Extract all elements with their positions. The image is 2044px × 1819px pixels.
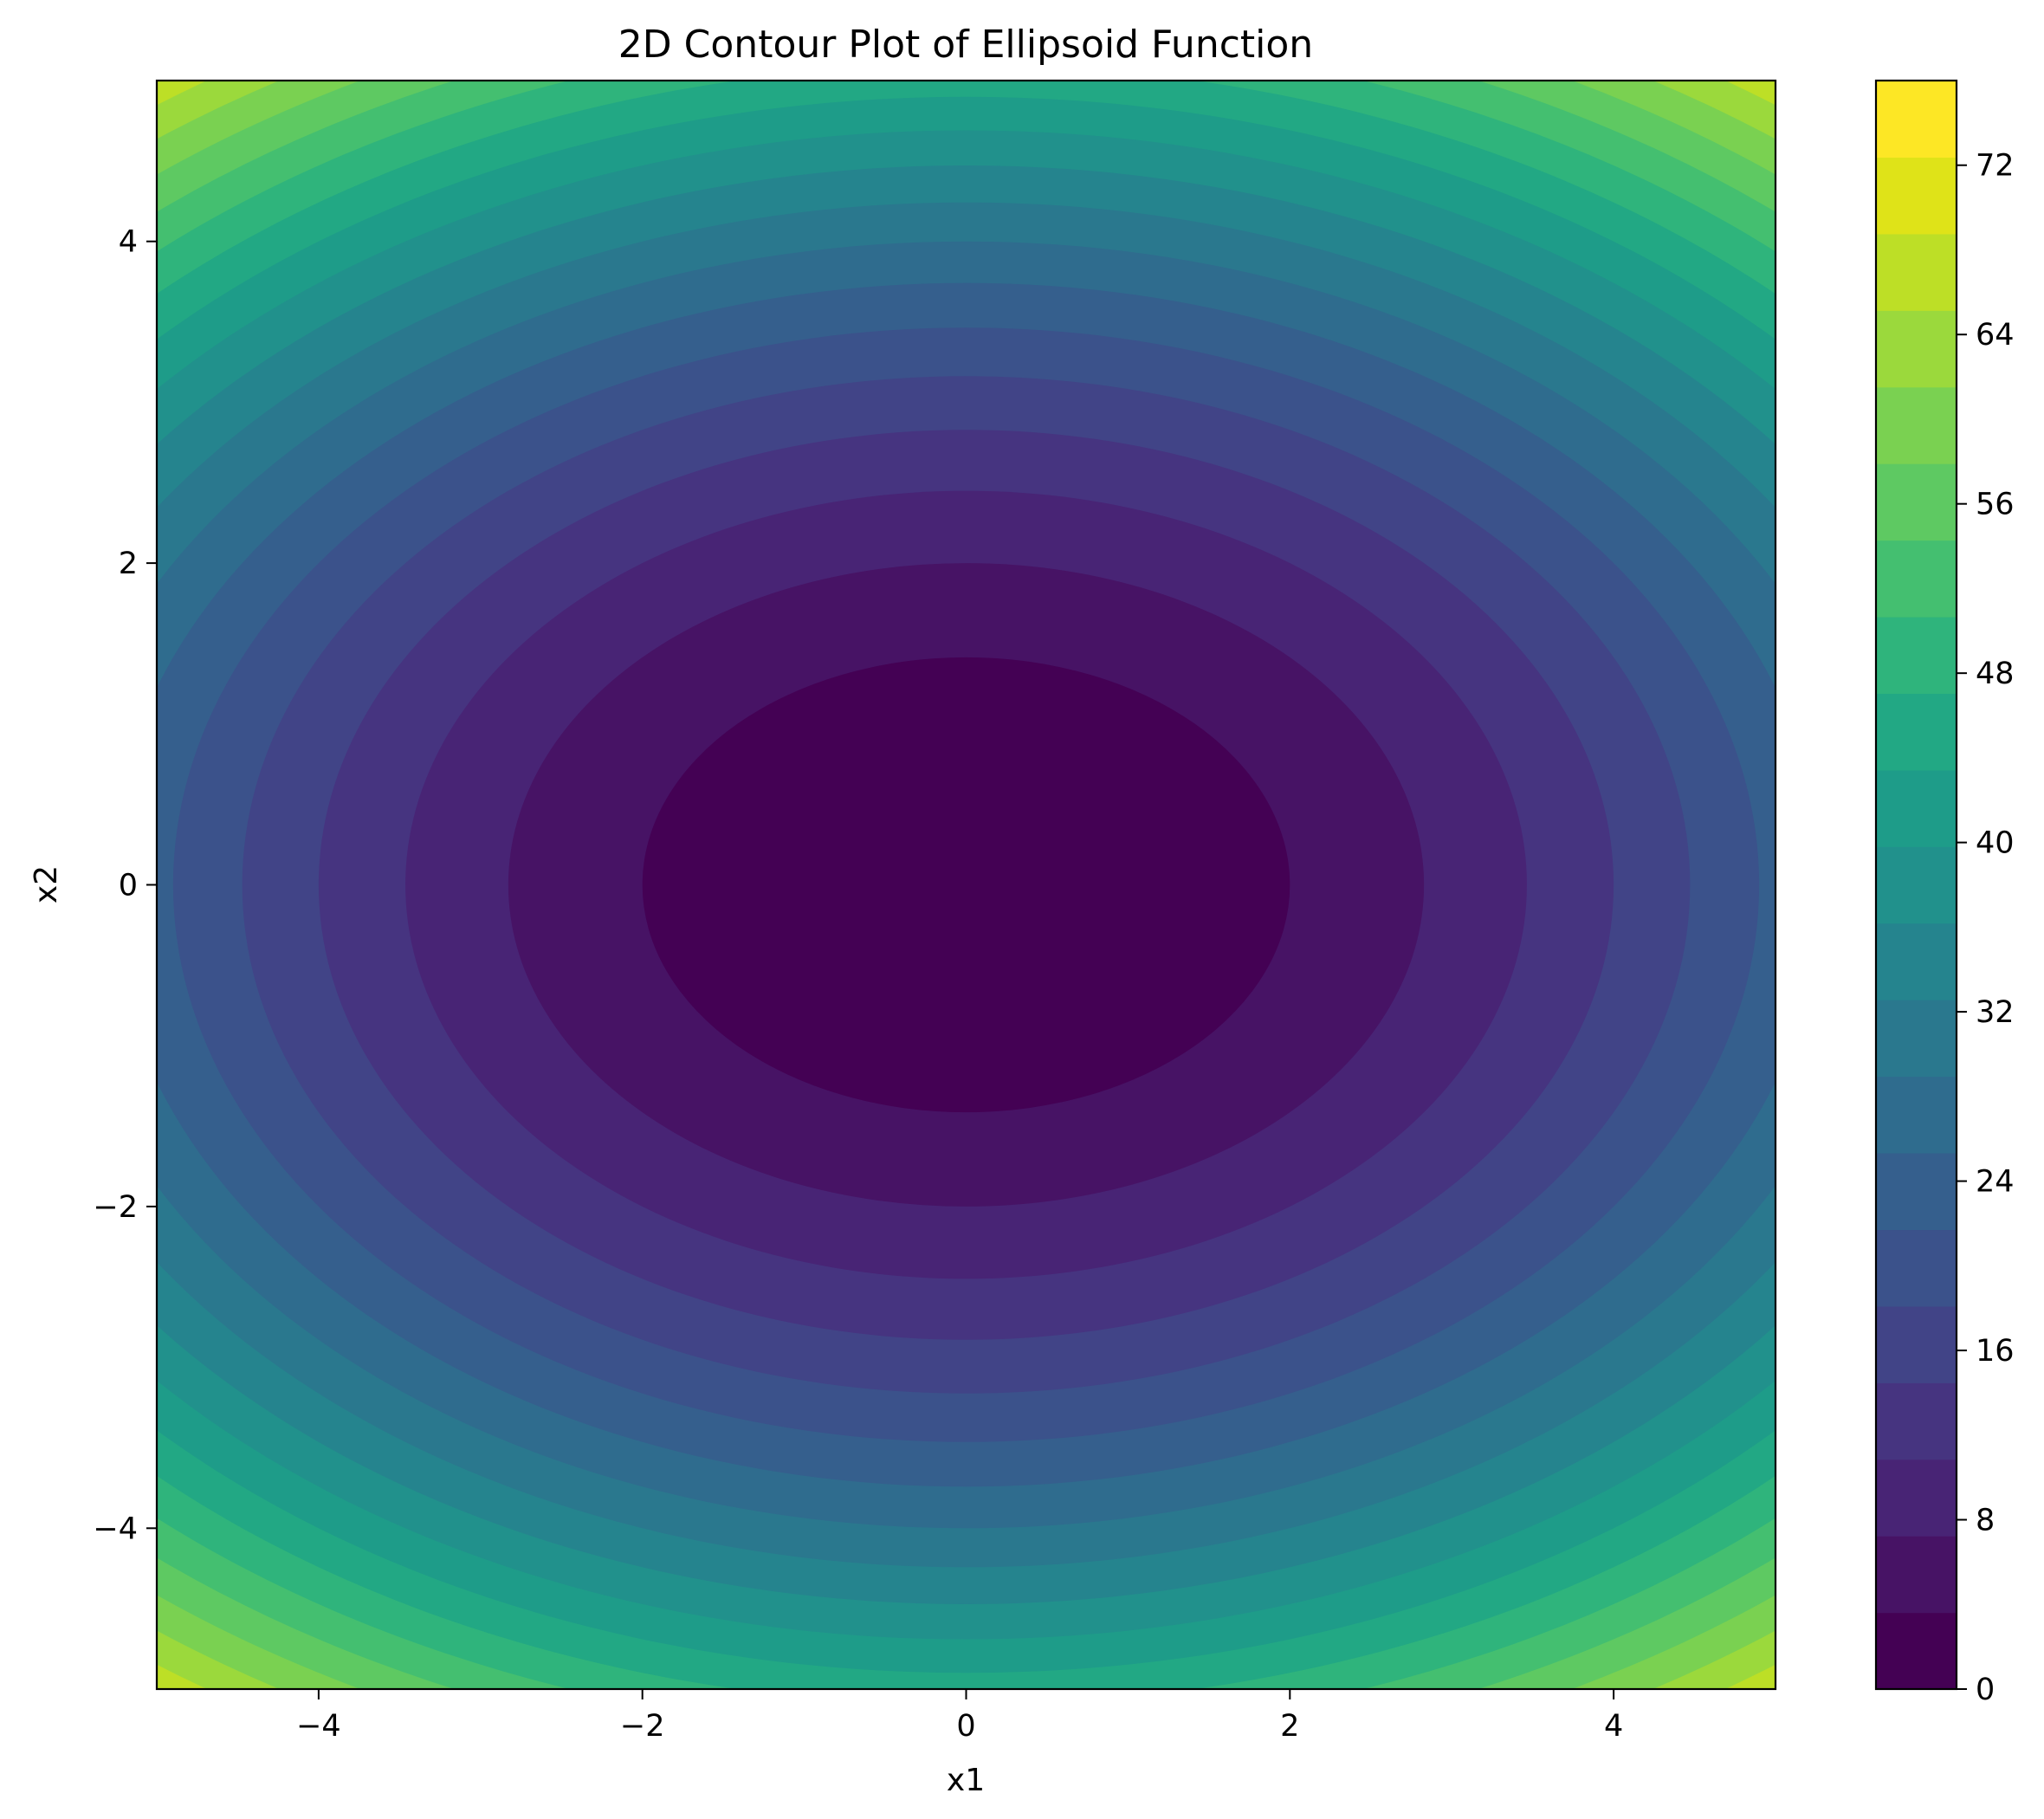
colorbar-segment <box>1876 1305 1957 1383</box>
colorbar-segment <box>1876 81 1957 159</box>
x-axis-label: x1 <box>947 1763 985 1798</box>
colorbar-segment <box>1876 1000 1957 1078</box>
colorbar-tick-label: 32 <box>1976 995 2015 1030</box>
colorbar-tick-label: 48 <box>1976 657 2015 691</box>
y-tick-label: −4 <box>93 1512 138 1546</box>
colorbar-tick-label: 56 <box>1976 488 2015 522</box>
colorbar-tick-label: 16 <box>1976 1334 2015 1369</box>
y-tick-label: −2 <box>93 1190 138 1225</box>
colorbar-segment <box>1876 233 1957 311</box>
colorbar-segment <box>1876 463 1957 541</box>
chart-title: 2D Contour Plot of Ellipsoid Function <box>618 23 1313 67</box>
y-axis-label: x2 <box>29 865 64 903</box>
colorbar-segment <box>1876 846 1957 924</box>
colorbar-segment <box>1876 540 1957 618</box>
colorbar-tick-label: 72 <box>1976 149 2015 184</box>
colorbar-tick-label: 64 <box>1976 318 2015 353</box>
x-tick-label: 2 <box>1280 1709 1299 1744</box>
y-tick-label: 0 <box>119 869 138 903</box>
colorbar-segment <box>1876 1229 1957 1307</box>
colorbar-ticks: 0 8 16 24 32 40 48 56 64 72 <box>1957 149 2015 1707</box>
colorbar-segment <box>1876 769 1957 847</box>
colorbar-segment <box>1876 617 1957 695</box>
colorbar-segment <box>1876 693 1957 771</box>
colorbar-segment <box>1876 1459 1957 1537</box>
colorbar-tick-label: 8 <box>1976 1504 1995 1538</box>
colorbar-segment <box>1876 922 1957 1000</box>
colorbar-segment <box>1876 1153 1957 1231</box>
colorbar-frame <box>1874 79 1958 1691</box>
colorbar-segment <box>1876 386 1957 464</box>
x-tick-label: 4 <box>1604 1709 1623 1744</box>
x-tick-label: −2 <box>620 1709 665 1744</box>
colorbar <box>1876 81 1957 1690</box>
x-tick-label: −4 <box>296 1709 341 1744</box>
colorbar-segment <box>1876 310 1957 388</box>
colorbar-tick-label: 40 <box>1976 826 2015 861</box>
colorbar-tick-label: 0 <box>1976 1673 1995 1707</box>
colorbar-tick-label: 24 <box>1976 1165 2015 1200</box>
y-tick-label: 2 <box>119 547 138 581</box>
colorbar-segment <box>1876 1076 1957 1154</box>
y-axis: −4 −2 0 2 4 <box>93 225 157 1546</box>
x-tick-label: 0 <box>956 1709 975 1744</box>
colorbar-segment <box>1876 1536 1957 1614</box>
colorbar-segment <box>1876 157 1957 235</box>
colorbar-segment <box>1876 1612 1957 1690</box>
x-axis: −4 −2 0 2 4 <box>296 1689 1623 1744</box>
contour-band-0 <box>642 657 1290 1113</box>
colorbar-segment <box>1876 1382 1957 1460</box>
y-tick-label: 4 <box>119 225 138 260</box>
